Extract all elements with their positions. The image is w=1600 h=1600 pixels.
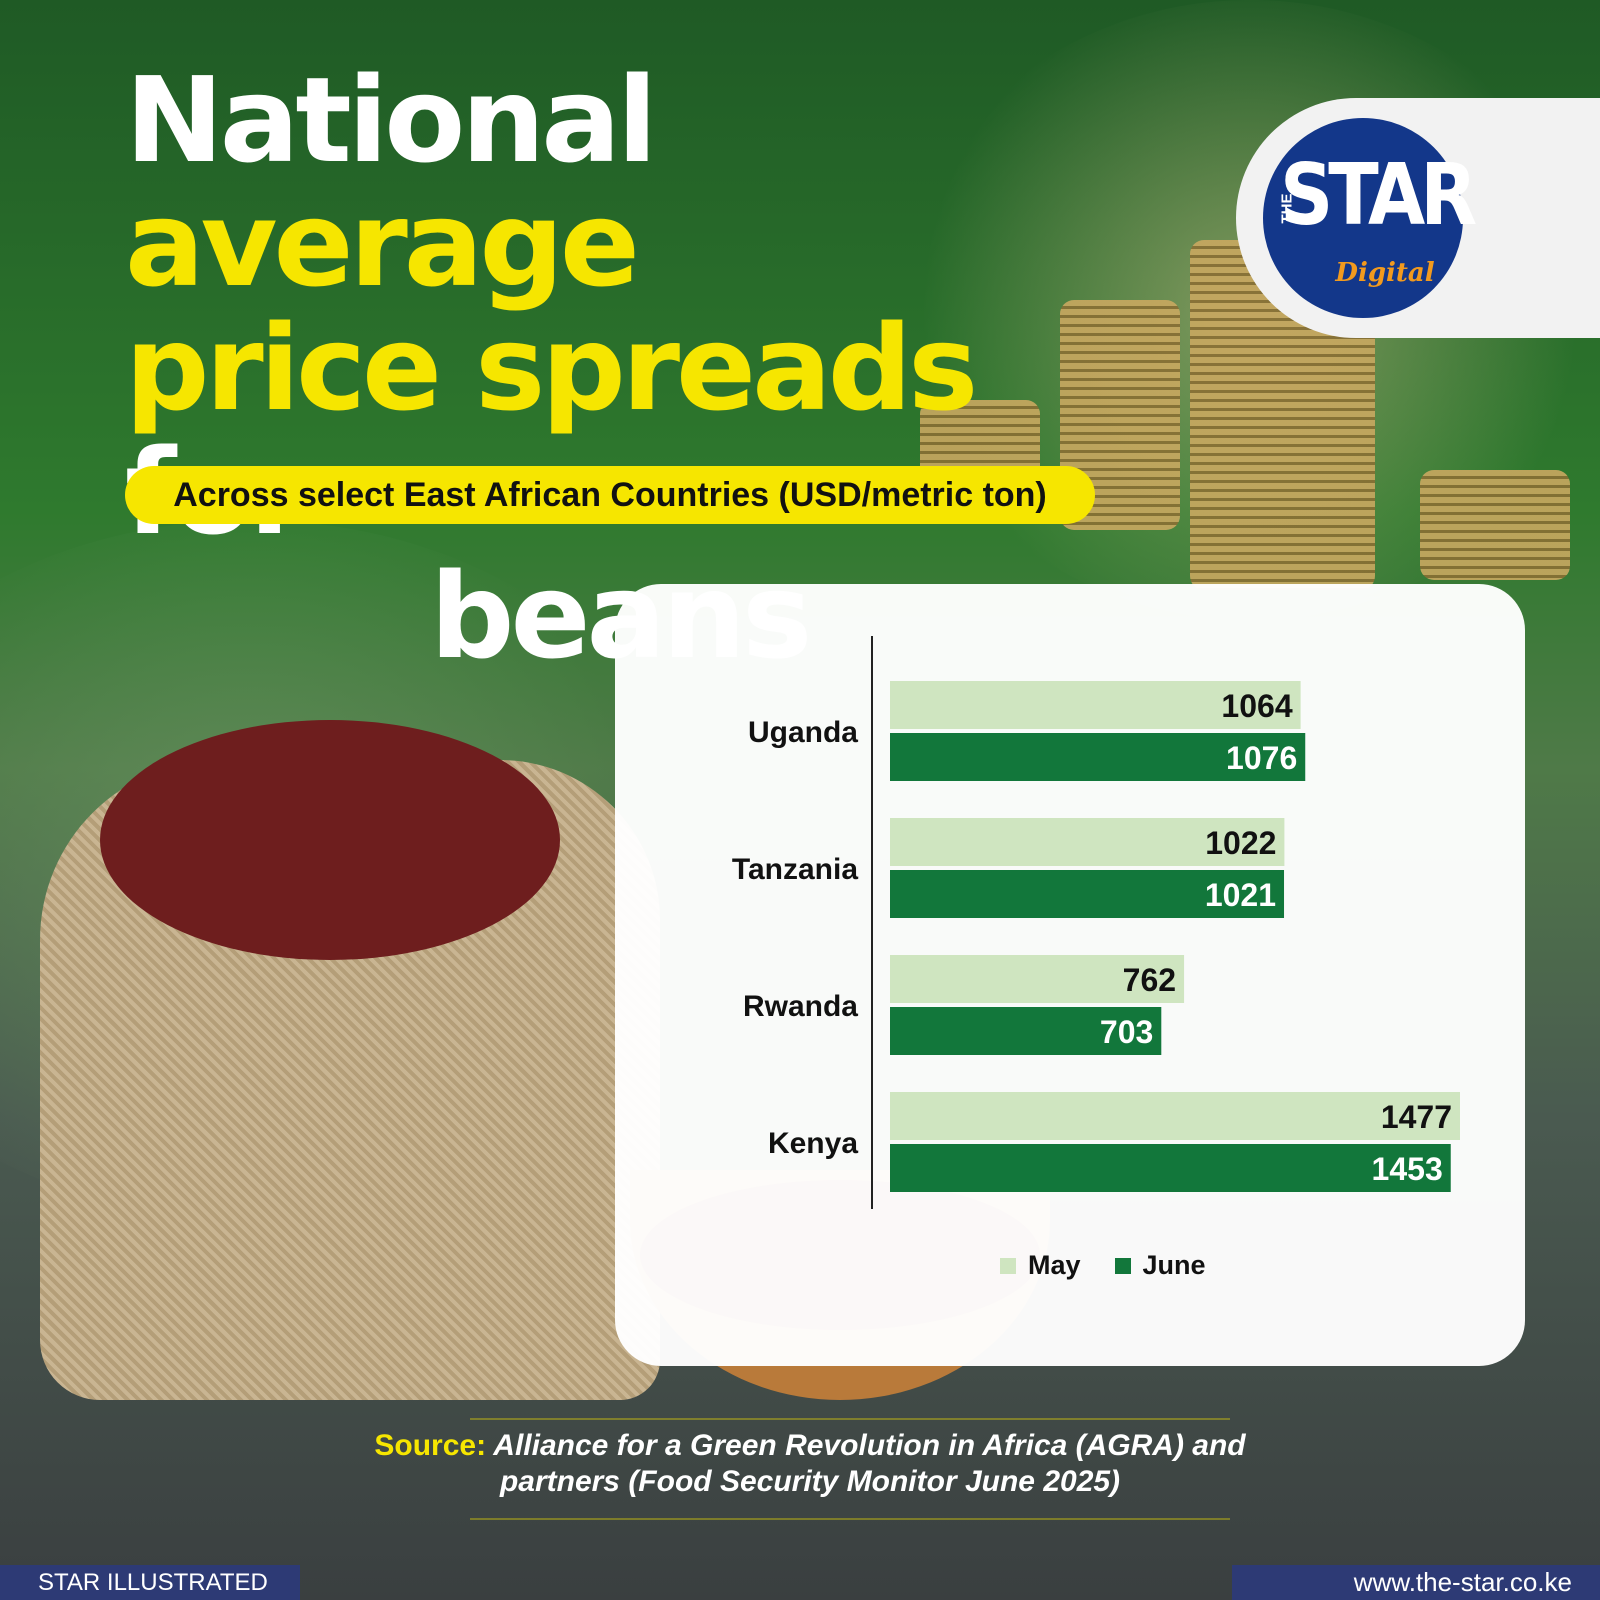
bar-may-rwanda bbox=[890, 955, 1185, 1003]
data-label-may-kenya: 1477 bbox=[1381, 1099, 1452, 1135]
legend-label: June bbox=[1142, 1250, 1206, 1280]
kidney-beans-illustration bbox=[100, 720, 560, 960]
legend-label: May bbox=[1028, 1250, 1081, 1280]
source-label: Source: bbox=[374, 1429, 487, 1462]
data-label-may-tanzania: 1022 bbox=[1205, 825, 1276, 861]
data-label-may-uganda: 1064 bbox=[1221, 688, 1292, 724]
subtitle-pill: Across select East African Countries (US… bbox=[125, 466, 1095, 524]
legend-swatch-may bbox=[1000, 1257, 1016, 1274]
bar-june-tanzania bbox=[890, 870, 1285, 918]
bar-june-uganda bbox=[890, 733, 1306, 781]
chart-legend: May June bbox=[1000, 1250, 1206, 1281]
category-label-uganda: Uganda bbox=[748, 716, 858, 749]
category-label-tanzania: Tanzania bbox=[732, 853, 858, 886]
category-label-rwanda: Rwanda bbox=[743, 990, 858, 1023]
coin-stack bbox=[1420, 470, 1570, 580]
logo-main-text: STAR bbox=[1280, 145, 1477, 245]
source-note: Source: Alliance for a Green Revolution … bbox=[360, 1428, 1260, 1500]
the-star-logo bbox=[1263, 118, 1463, 318]
bar-may-uganda bbox=[890, 681, 1301, 729]
logo-sub-text: Digital bbox=[1335, 258, 1435, 288]
title-highlight: average bbox=[125, 175, 640, 313]
data-label-june-tanzania: 1021 bbox=[1205, 877, 1276, 913]
data-label-june-rwanda: 703 bbox=[1100, 1014, 1153, 1050]
data-label-may-rwanda: 762 bbox=[1123, 962, 1176, 998]
bar-may-kenya bbox=[890, 1092, 1460, 1140]
title-word: National bbox=[125, 51, 657, 189]
footer-credit: STAR ILLUSTRATED bbox=[0, 1565, 300, 1600]
legend-swatch-june bbox=[1114, 1257, 1131, 1274]
source-text: Alliance for a Green Revolution in Afric… bbox=[493, 1429, 1246, 1498]
bar-chart: Uganda 1064 1076 Tanzania 1022 1021 Rwanda 762 7… bbox=[732, 636, 1460, 1209]
legend-item-may: May bbox=[1000, 1250, 1081, 1281]
legend-item-june: June bbox=[1114, 1250, 1206, 1281]
data-label-june-kenya: 1453 bbox=[1372, 1151, 1443, 1187]
bar-may-tanzania bbox=[890, 818, 1285, 866]
bar-june-kenya bbox=[890, 1144, 1451, 1192]
star-icon: ★ bbox=[1284, 168, 1301, 188]
divider bbox=[470, 1518, 1230, 1520]
bar-june-rwanda bbox=[890, 1007, 1162, 1055]
category-label-kenya: Kenya bbox=[768, 1127, 858, 1160]
title-highlight: price spreads bbox=[125, 299, 978, 437]
divider bbox=[470, 1418, 1230, 1420]
data-label-june-uganda: 1076 bbox=[1226, 740, 1297, 776]
footer-website-link[interactable]: www.the-star.co.ke bbox=[1232, 1565, 1600, 1600]
